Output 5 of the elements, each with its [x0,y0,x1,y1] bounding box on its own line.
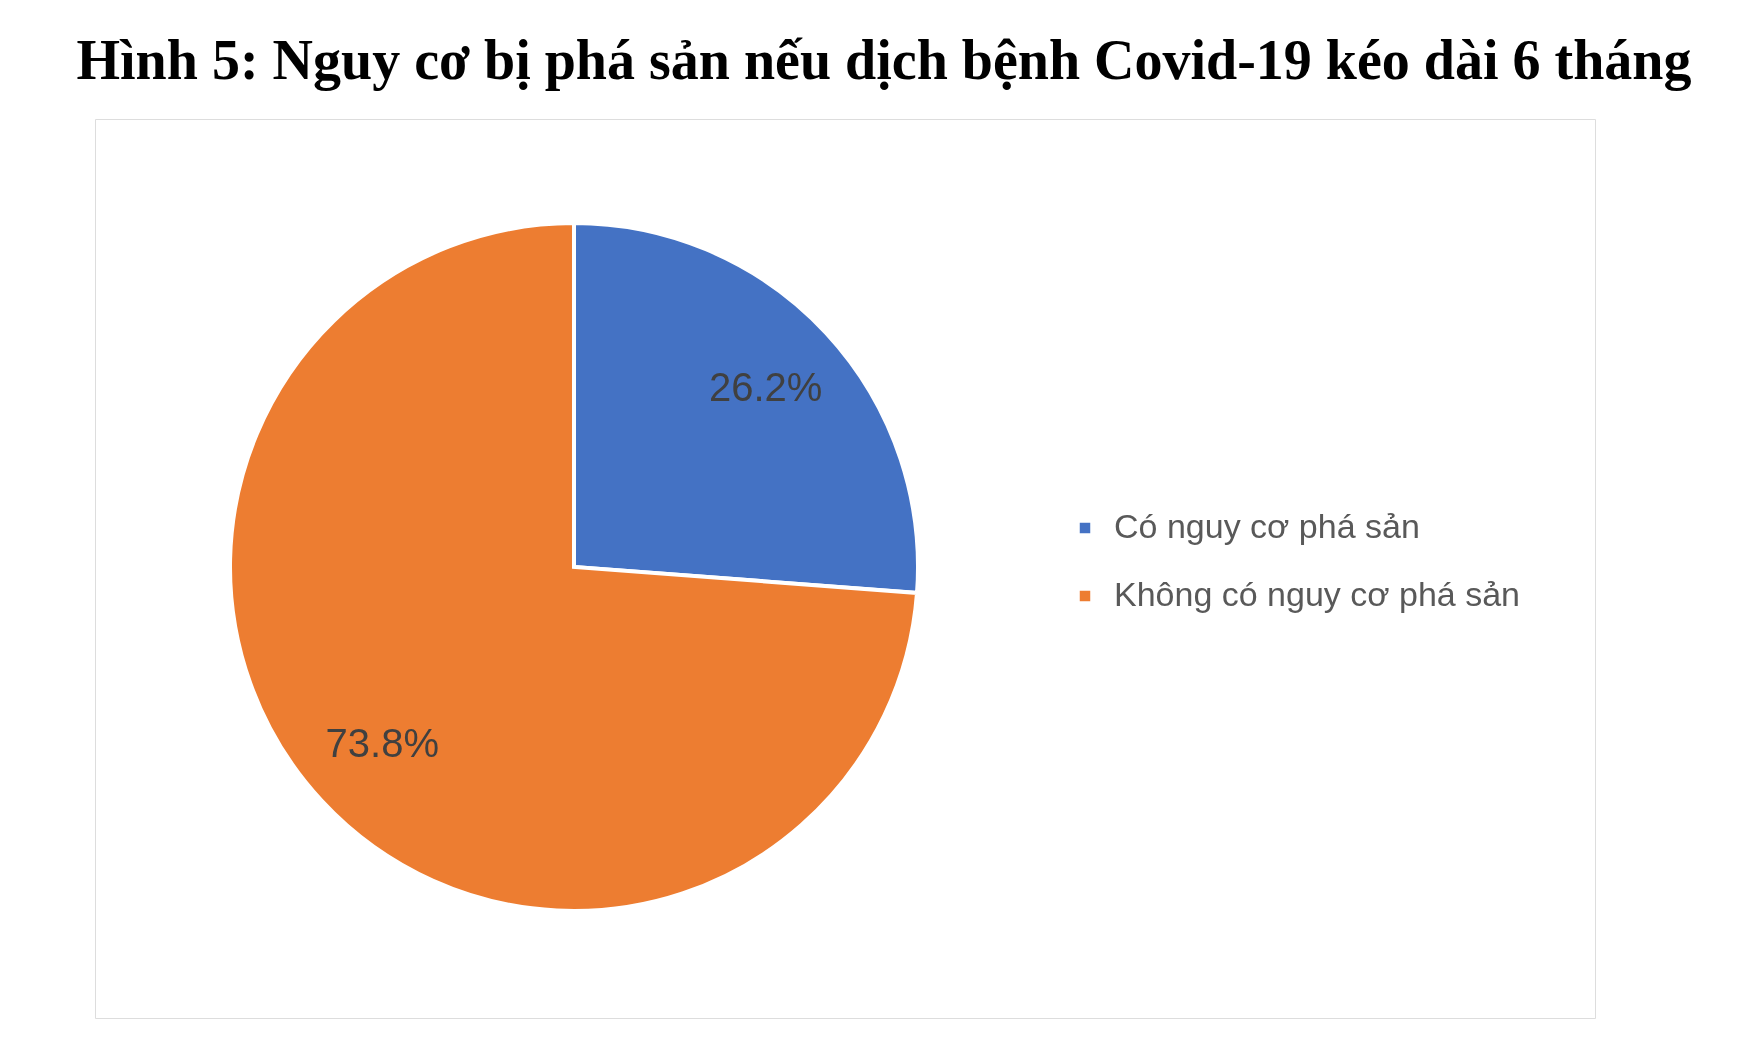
legend-label: Không có nguy cơ phá sản [1114,575,1521,613]
data-label: 73.8% [325,720,440,765]
legend-label: Có nguy cơ phá sản [1114,507,1420,545]
chart-title: Hình 5: Nguy cơ bị phá sản nếu dịch bệnh Covid-19 kéo dài 6 tháng [76,29,1692,91]
data-label: 26.2% [708,365,823,410]
